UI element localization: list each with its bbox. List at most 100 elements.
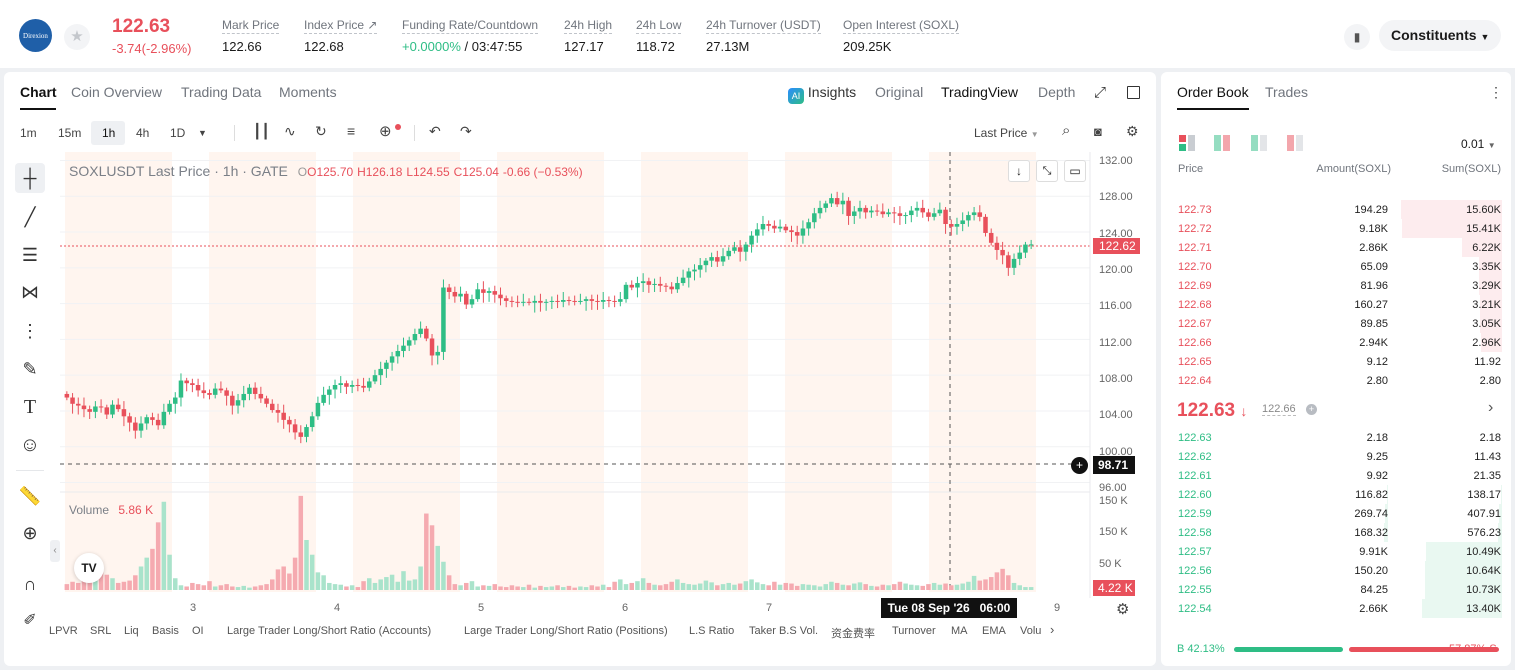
book-icon[interactable]: ▮ xyxy=(1344,24,1370,50)
view-both-alt-icon[interactable] xyxy=(1214,135,1230,151)
stat-index-price[interactable]: Index Price ↗ 122.68 xyxy=(304,18,378,54)
text-icon[interactable]: T xyxy=(23,395,37,418)
more-icon[interactable]: ⋮ xyxy=(1489,84,1503,100)
search-icon[interactable]: ⌕ xyxy=(1062,122,1071,139)
indicator-lpvr[interactable]: LPVR xyxy=(49,625,78,637)
candle xyxy=(869,210,874,213)
candle-type-icon[interactable]: ┃┃ xyxy=(253,123,270,139)
bid-amount: 150.20 xyxy=(1354,565,1388,577)
ruler-icon[interactable]: 📏 xyxy=(18,485,42,506)
volume-bar xyxy=(492,584,498,590)
expand-icon[interactable]: ⤢ xyxy=(1094,84,1107,101)
interval-dropdown-icon[interactable]: ▼ xyxy=(198,128,207,138)
indicator-basis[interactable]: Basis xyxy=(152,625,179,637)
axis-settings-icon[interactable]: ⚙ xyxy=(1116,601,1130,618)
view-depth[interactable]: Depth xyxy=(1038,84,1075,100)
tab-order-book[interactable]: Order Book xyxy=(1177,84,1249,100)
bid-row[interactable]: 122.56 150.20 10.64K xyxy=(1176,561,1502,580)
collapse-icon[interactable]: ⤡ xyxy=(1036,160,1058,182)
add-alert-icon[interactable]: + xyxy=(1071,457,1088,474)
ask-row[interactable]: 122.70 65.09 3.35K xyxy=(1176,257,1502,276)
crosshair-icon[interactable]: ┼ xyxy=(15,163,45,193)
tab-trades[interactable]: Trades xyxy=(1265,84,1308,100)
maximize-pane-icon[interactable]: ▭ xyxy=(1064,160,1086,182)
camera-icon[interactable]: ◙ xyxy=(1094,124,1102,139)
view-original[interactable]: Original xyxy=(875,84,923,100)
indicator-lt-positions[interactable]: Large Trader Long/Short Ratio (Positions… xyxy=(464,625,668,637)
settings-icon[interactable]: ⚙ xyxy=(1126,123,1139,139)
interval-15m[interactable]: 15m xyxy=(58,126,82,140)
tab-trading-data[interactable]: Trading Data xyxy=(181,84,261,100)
indicator-lt-accounts[interactable]: Large Trader Long/Short Ratio (Accounts) xyxy=(227,625,432,637)
ask-row[interactable]: 122.65 9.12 11.92 xyxy=(1176,352,1502,371)
add-indicator-icon[interactable]: ⊕ xyxy=(379,123,392,140)
bid-row[interactable]: 122.55 84.25 10.73K xyxy=(1176,580,1502,599)
indicator-liq[interactable]: Liq xyxy=(124,625,139,637)
ask-row[interactable]: 122.67 89.85 3.05K xyxy=(1176,314,1502,333)
chevron-right-icon[interactable]: › xyxy=(1488,399,1494,416)
trendline-icon[interactable]: ╱ xyxy=(24,206,36,227)
bid-row[interactable]: 122.63 2.18 2.18 xyxy=(1176,428,1502,447)
tab-moments[interactable]: Moments xyxy=(279,84,337,100)
bid-row[interactable]: 122.54 2.66K 13.40K xyxy=(1176,599,1502,618)
bid-amount: 9.92 xyxy=(1366,470,1388,482)
ask-row[interactable]: 122.64 2.80 2.80 xyxy=(1176,371,1502,390)
indicator-srl[interactable]: SRL xyxy=(90,625,112,637)
view-asks-icon[interactable] xyxy=(1287,135,1303,151)
collapse-tools-icon[interactable]: ‹ xyxy=(50,540,60,562)
chevron-right-icon[interactable]: › xyxy=(1050,622,1055,637)
tab-coin-overview[interactable]: Coin Overview xyxy=(71,84,162,100)
bid-row[interactable]: 122.62 9.25 11.43 xyxy=(1176,447,1502,466)
bid-row[interactable]: 122.61 9.92 21.35 xyxy=(1176,466,1502,485)
interval-4h[interactable]: 4h xyxy=(136,126,150,140)
price-type-select[interactable]: Last Price ▼ xyxy=(974,126,1039,140)
tab-chart[interactable]: Chart xyxy=(20,84,57,100)
ask-row[interactable]: 122.72 9.18K 15.41K xyxy=(1176,219,1502,238)
ask-row[interactable]: 122.71 2.86K 6.22K xyxy=(1176,238,1502,257)
redo-icon[interactable]: ↷ xyxy=(460,123,472,139)
indicator-ma[interactable]: MA xyxy=(951,625,968,637)
zoom-in-icon[interactable]: ⊕ xyxy=(22,522,38,543)
tradingview-logo[interactable]: TV xyxy=(74,553,104,583)
window-icon[interactable] xyxy=(1127,86,1140,99)
interval-1h[interactable]: 1h xyxy=(102,126,116,140)
indicator-oi[interactable]: OI xyxy=(192,625,204,637)
indicator-funding[interactable]: 资金费率 xyxy=(831,627,875,640)
price-chart[interactable] xyxy=(60,152,1140,598)
star-icon[interactable]: ★ xyxy=(64,24,90,50)
precision-select[interactable]: 0.01 ▼ xyxy=(1461,137,1496,151)
indicator-ls-ratio[interactable]: L.S Ratio xyxy=(689,625,735,637)
replay-icon[interactable]: ↻ xyxy=(315,123,327,139)
bid-row[interactable]: 122.60 116.82 138.17 xyxy=(1176,485,1502,504)
view-bids-icon[interactable] xyxy=(1251,135,1267,151)
magnet-icon[interactable]: ∩ xyxy=(23,573,37,594)
interval-1d[interactable]: 1D xyxy=(170,126,186,140)
view-both-icon[interactable] xyxy=(1179,135,1195,151)
interval-1m[interactable]: 1m xyxy=(20,126,37,140)
bid-row[interactable]: 122.58 168.32 576.23 xyxy=(1176,523,1502,542)
indicators-icon[interactable]: ∿ xyxy=(284,123,296,139)
insights-button[interactable]: AI Insights xyxy=(788,84,856,104)
constituents-button[interactable]: Constituents ▼ xyxy=(1379,20,1501,51)
view-tradingview[interactable]: TradingView xyxy=(941,84,1018,100)
fib-icon[interactable]: ⋮ xyxy=(21,320,39,341)
indicator-taker-vol[interactable]: Taker B.S Vol. xyxy=(749,625,819,637)
brush-icon[interactable]: ✎ xyxy=(22,358,38,379)
ask-row[interactable]: 122.73 194.29 15.60K xyxy=(1176,200,1502,219)
ask-row[interactable]: 122.66 2.94K 2.96K xyxy=(1176,333,1502,352)
pencil-lock-icon[interactable]: ✐ xyxy=(23,612,37,629)
undo-icon[interactable]: ↶ xyxy=(429,123,441,139)
pattern-icon[interactable]: ⋈ xyxy=(21,281,39,302)
ask-row[interactable]: 122.68 160.27 3.21K xyxy=(1176,295,1502,314)
bid-row[interactable]: 122.57 9.91K 10.49K xyxy=(1176,542,1502,561)
bid-row[interactable]: 122.59 269.74 407.91 xyxy=(1176,504,1502,523)
templates-icon[interactable]: ≡ xyxy=(347,123,356,139)
indicator-ema[interactable]: EMA xyxy=(982,625,1006,637)
emoji-icon[interactable]: ☺ xyxy=(19,433,41,456)
scroll-down-icon[interactable]: ↓ xyxy=(1008,160,1030,182)
horizontal-lines-icon[interactable]: ☰ xyxy=(21,244,39,265)
last-price-tag: 122.62 xyxy=(1093,238,1140,254)
ask-row[interactable]: 122.69 81.96 3.29K xyxy=(1176,276,1502,295)
indicator-turnover[interactable]: Turnover xyxy=(892,625,936,637)
indicator-volume[interactable]: Volu xyxy=(1020,625,1042,637)
